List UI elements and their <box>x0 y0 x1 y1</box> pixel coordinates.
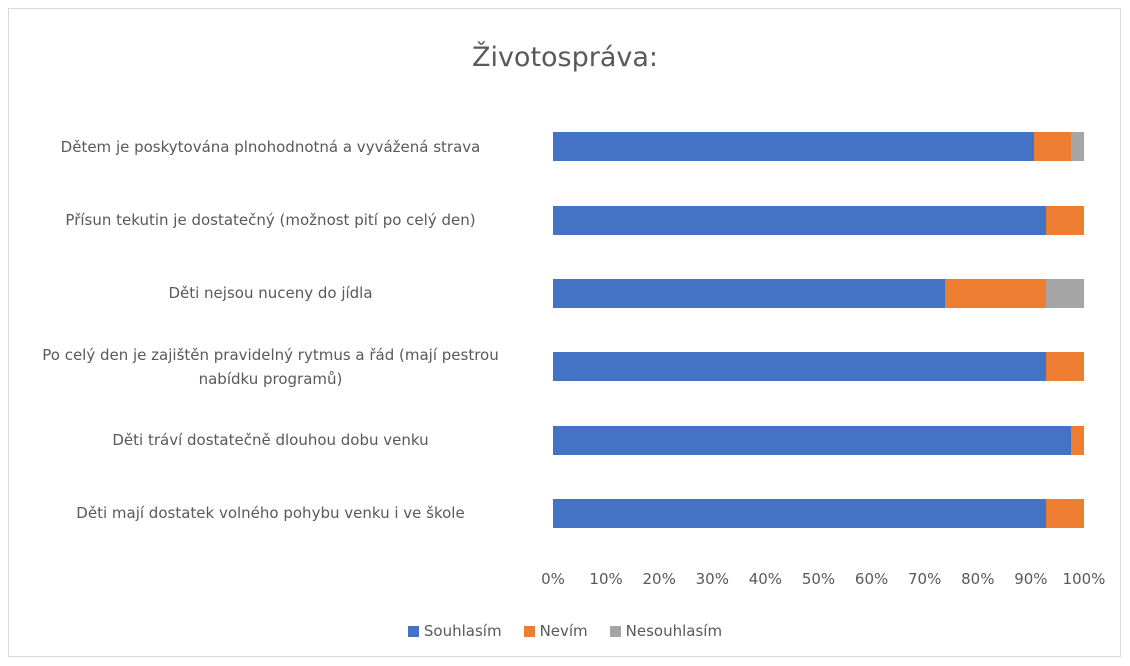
bar-segment <box>1071 425 1084 455</box>
legend: Souhlasím Nevím Nesouhlasím <box>0 622 1130 640</box>
bar-segment <box>1046 205 1084 235</box>
bar-segment <box>1046 352 1084 382</box>
category-label: Děti mají dostatek volného pohybu venku … <box>76 504 465 523</box>
x-tick-label: 50% <box>801 570 836 588</box>
bar-segment <box>553 352 1047 382</box>
x-tick-label: 10% <box>589 570 623 588</box>
legend-item: Nevím <box>523 622 588 640</box>
legend-item: Souhlasím <box>407 622 502 640</box>
x-tick-label: 90% <box>1014 570 1048 588</box>
legend-item: Nesouhlasím <box>609 622 723 640</box>
bar-segment <box>1046 278 1084 308</box>
category-label: Po celý den je zajištěn pravidelný rytmu… <box>42 345 499 388</box>
category-label: Děti tráví dostatečně dlouhou dobu venku <box>112 431 429 449</box>
category-label: Děti nejsou nuceny do jídla <box>168 284 373 303</box>
x-tick-label: 20% <box>642 570 676 588</box>
bar-segment <box>944 278 1047 308</box>
bar-segment <box>553 498 1047 528</box>
x-tick-label: 80% <box>961 570 995 588</box>
x-tick-label: 30% <box>695 570 729 588</box>
legend-label: Nevím <box>539 622 588 640</box>
legend-swatch <box>407 625 419 637</box>
x-tick-label: 70% <box>908 570 942 588</box>
bar-segment <box>1071 132 1084 162</box>
legend-swatch <box>523 625 535 637</box>
category-label: Dětem je poskytována plnohodnotná a vyvá… <box>60 137 481 156</box>
bar-segment <box>553 205 1047 235</box>
x-tick-label: 100% <box>1062 570 1106 588</box>
legend-label: Souhlasím <box>423 622 502 640</box>
bar-segment <box>553 132 1034 162</box>
legend-swatch <box>609 625 621 637</box>
x-tick-label: 60% <box>854 570 889 588</box>
bar-segment <box>553 278 945 308</box>
bar-segment <box>553 425 1072 455</box>
category-label: Přísun tekutin je dostatečný (možnost pi… <box>65 211 476 229</box>
legend-label: Nesouhlasím <box>625 622 723 640</box>
chart-frame <box>8 8 1121 657</box>
x-tick-label: 0% <box>541 570 565 588</box>
x-tick-label: 40% <box>748 570 783 588</box>
bar-segment <box>1046 498 1084 528</box>
chart-title: Životospráva: <box>471 42 659 73</box>
bar-segment <box>1033 132 1072 162</box>
